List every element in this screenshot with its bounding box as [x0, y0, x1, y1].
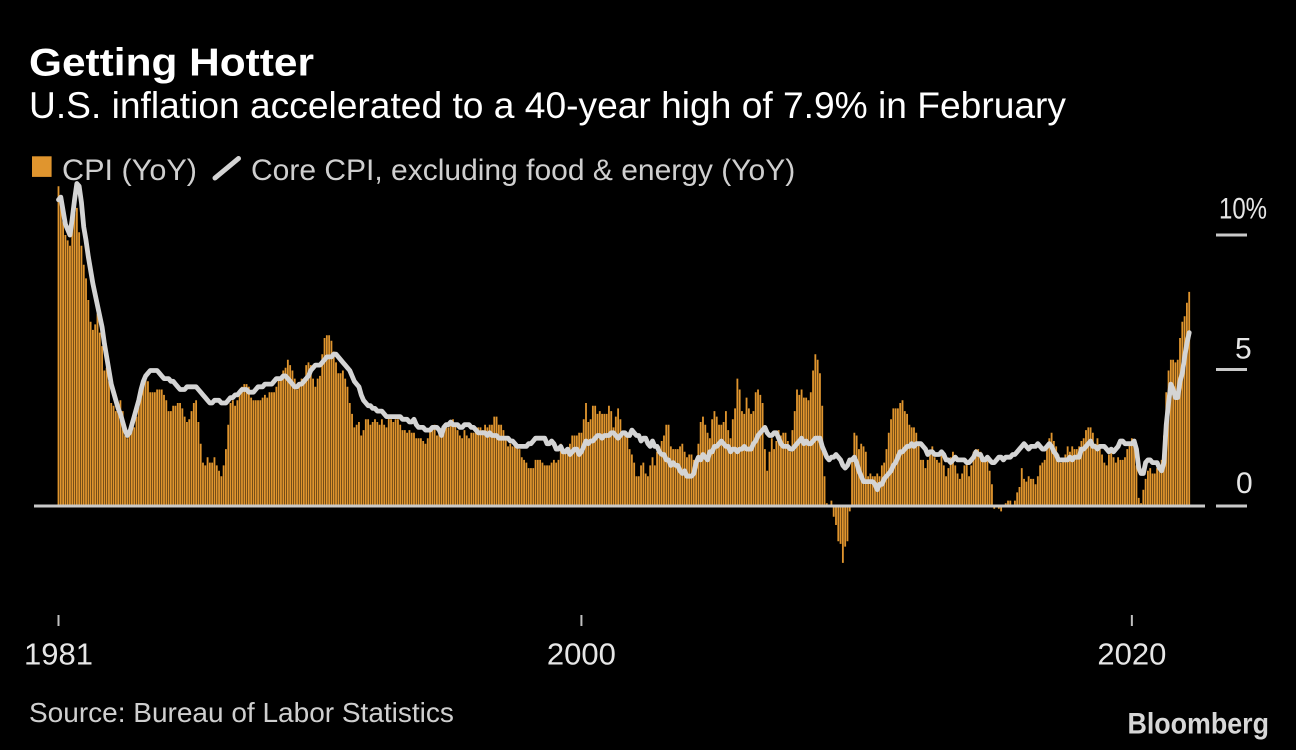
svg-text:5: 5 [1235, 333, 1252, 366]
svg-text:U.S. inflation accelerated to: U.S. inflation accelerated to a 40-year … [29, 85, 1066, 126]
svg-text:0: 0 [1236, 467, 1253, 500]
svg-text:Core CPI, excluding food & ene: Core CPI, excluding food & energy (YoY) [251, 154, 795, 187]
svg-text:Bloomberg: Bloomberg [1128, 708, 1270, 741]
svg-text:Source: Bureau of Labor Statis: Source: Bureau of Labor Statistics [29, 697, 454, 728]
svg-text:2020: 2020 [1097, 637, 1166, 672]
svg-text:Getting Hotter: Getting Hotter [29, 41, 314, 84]
svg-text:CPI (YoY): CPI (YoY) [62, 154, 197, 187]
svg-text:10%: 10% [1219, 193, 1267, 226]
svg-text:1981: 1981 [24, 637, 93, 672]
svg-text:2000: 2000 [547, 637, 616, 672]
